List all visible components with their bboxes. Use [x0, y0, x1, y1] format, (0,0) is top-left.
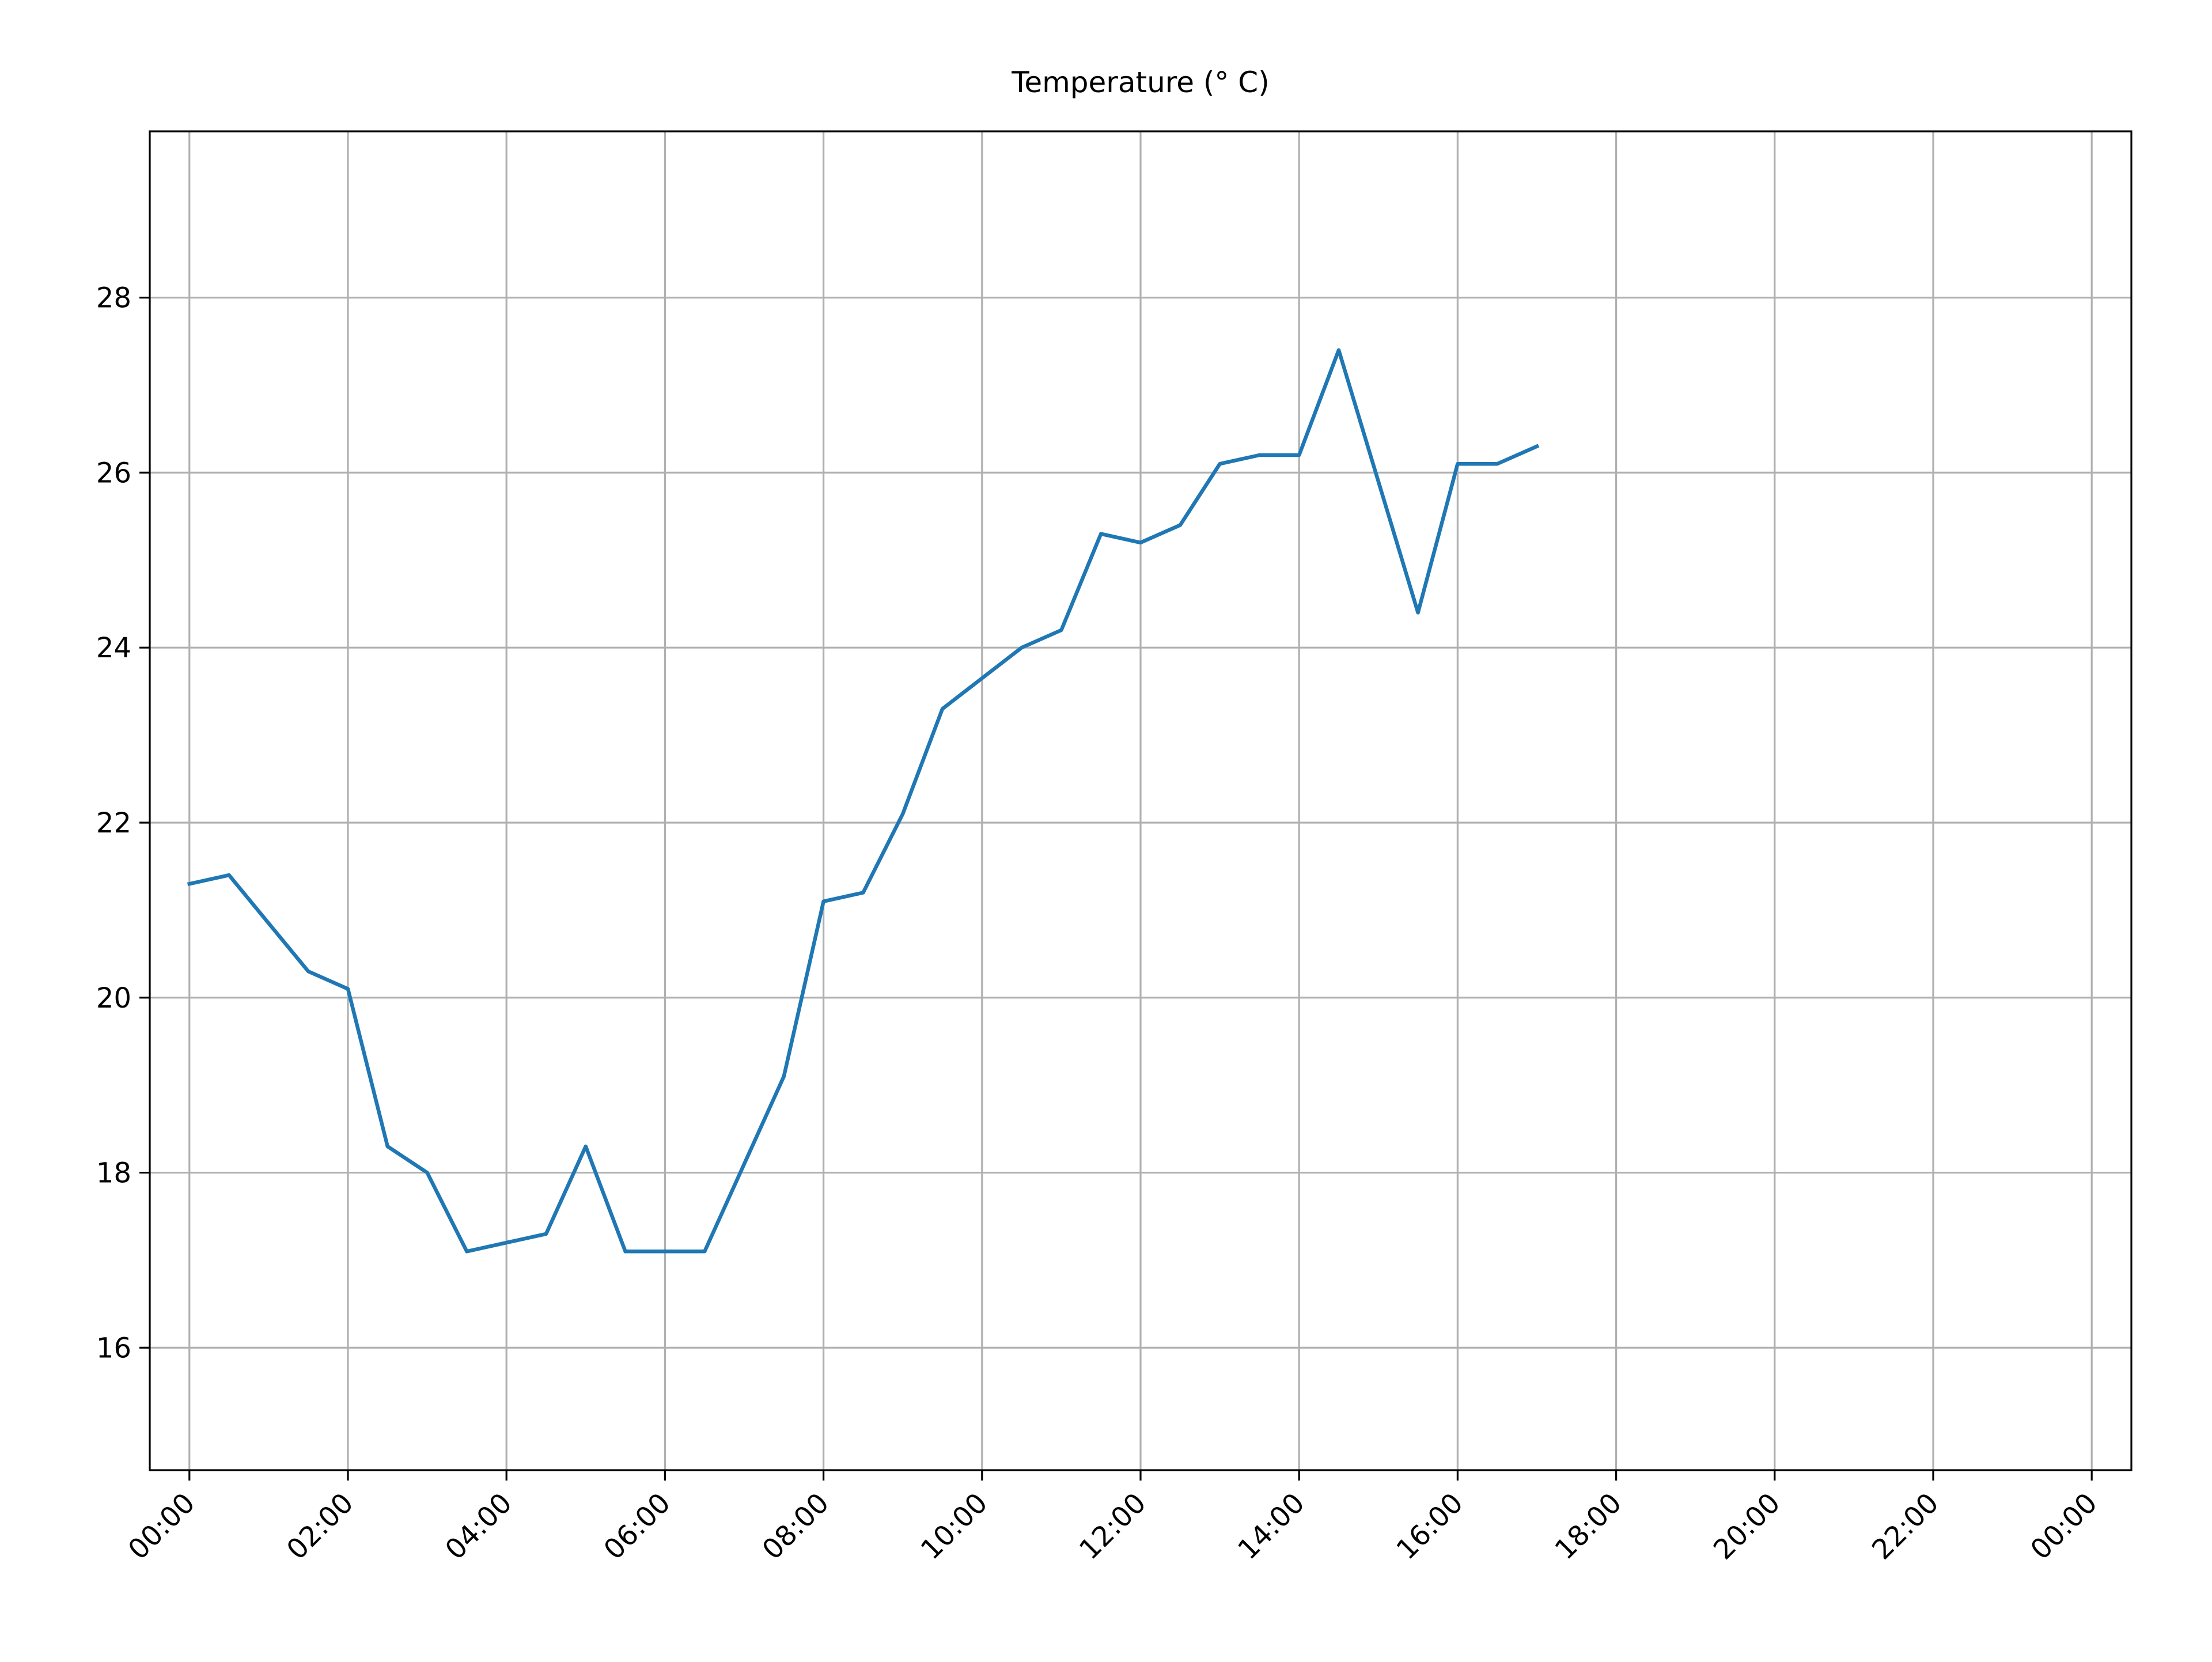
- temperature-line: [187, 348, 1540, 1254]
- y-tick-label: 16: [96, 1332, 131, 1364]
- y-tick-label: 26: [96, 457, 131, 489]
- y-tick-label: 20: [96, 982, 131, 1014]
- chart-title: Temperature (° C): [1011, 66, 1269, 99]
- y-tick-label: 28: [96, 282, 131, 315]
- y-tick-label: 22: [96, 807, 131, 839]
- series-layer: [187, 348, 1540, 1254]
- grid: [150, 131, 2131, 1470]
- y-tick-label: 24: [96, 632, 131, 664]
- y-tick-label: 18: [96, 1157, 131, 1190]
